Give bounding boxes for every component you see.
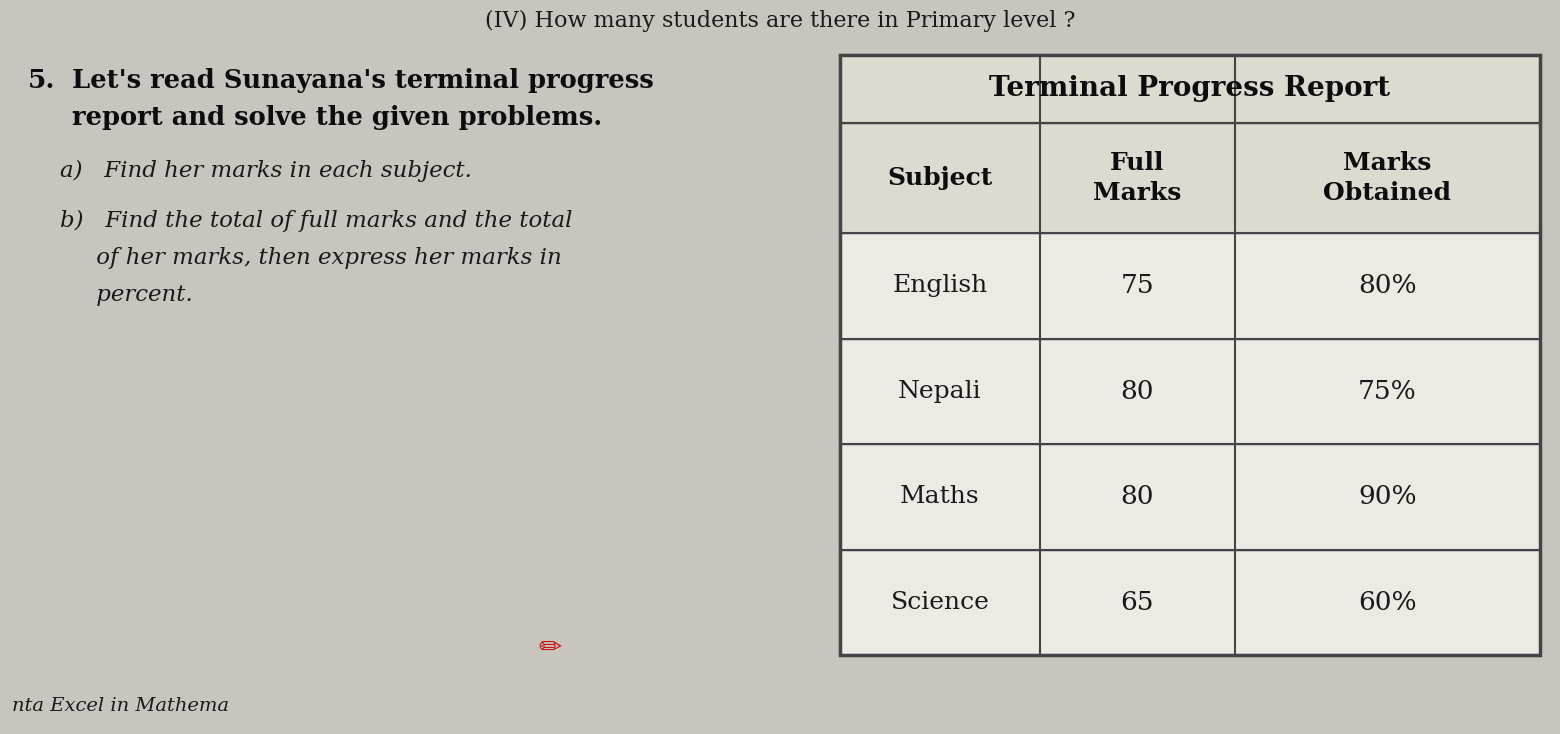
Text: Full
Marks: Full Marks [1094,151,1181,205]
FancyBboxPatch shape [839,55,1540,655]
Text: 75%: 75% [1359,379,1416,404]
FancyBboxPatch shape [839,550,1540,655]
Text: 90%: 90% [1359,484,1416,509]
Text: Maths: Maths [900,485,980,508]
Text: 65: 65 [1120,589,1154,615]
Text: 60%: 60% [1359,589,1416,615]
Text: ✏: ✏ [538,634,562,662]
Text: b)   Find the total of full marks and the total: b) Find the total of full marks and the … [59,210,573,232]
Text: 80: 80 [1120,379,1154,404]
Text: 5.: 5. [28,68,56,93]
FancyBboxPatch shape [839,233,1540,338]
Text: Science: Science [891,591,989,614]
Text: 80: 80 [1120,484,1154,509]
FancyBboxPatch shape [839,55,1540,123]
FancyBboxPatch shape [839,444,1540,550]
Text: 80%: 80% [1359,273,1416,298]
Text: English: English [892,275,987,297]
Text: Let's read Sunayana's terminal progress: Let's read Sunayana's terminal progress [72,68,654,93]
Text: percent.: percent. [59,284,193,306]
Text: report and solve the given problems.: report and solve the given problems. [72,105,602,130]
Text: a)   Find her marks in each subject.: a) Find her marks in each subject. [59,160,471,182]
Text: Terminal Progress Report: Terminal Progress Report [989,76,1390,103]
Text: of her marks, then express her marks in: of her marks, then express her marks in [59,247,562,269]
FancyBboxPatch shape [839,338,1540,444]
FancyBboxPatch shape [839,123,1540,233]
Text: Marks
Obtained: Marks Obtained [1323,151,1451,205]
Text: (IV) How many students are there in Primary level ?: (IV) How many students are there in Prim… [485,10,1075,32]
Text: Subject: Subject [888,166,992,190]
Text: nta Excel in Mathema: nta Excel in Mathema [12,697,229,715]
Text: Nepali: Nepali [899,379,981,403]
Text: 75: 75 [1120,273,1154,298]
